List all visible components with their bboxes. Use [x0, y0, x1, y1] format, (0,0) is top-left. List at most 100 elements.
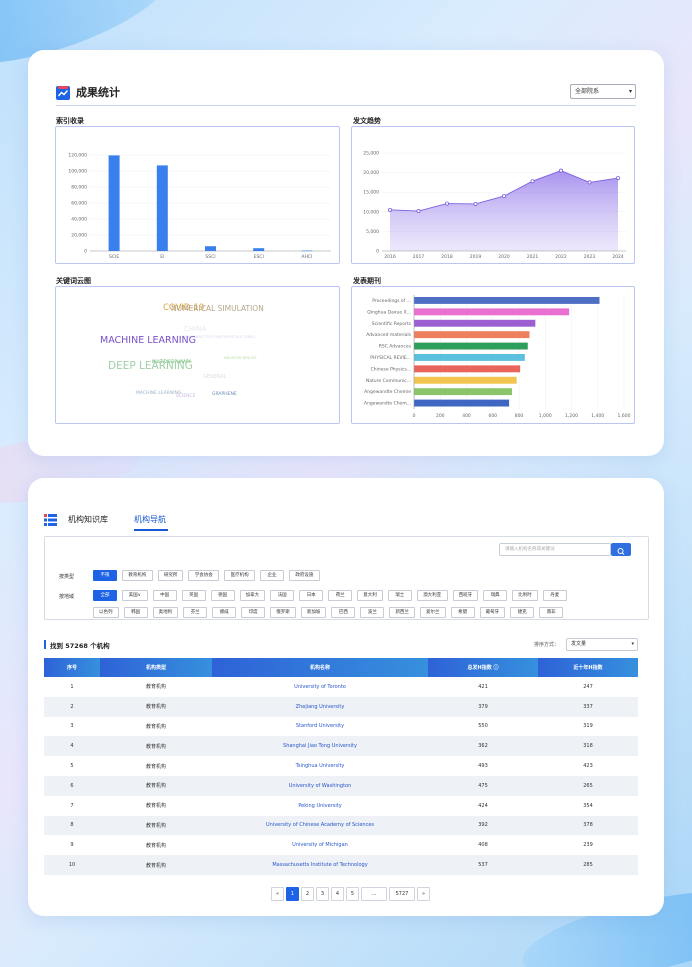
filter-chip[interactable]: 比利时 [512, 590, 538, 601]
sort-select[interactable]: 发文量 ▾ [566, 638, 638, 651]
tab-knowledge-base[interactable]: 机构知识库 [68, 515, 108, 524]
y-tick-label: 0 [84, 249, 87, 255]
bar-ahci [301, 250, 313, 252]
y-tick-label: 25,000 [363, 151, 379, 157]
filter-chip[interactable]: 澳大利亚 [416, 590, 448, 601]
filter-chip[interactable]: 葡萄牙 [479, 607, 506, 618]
cloud-word: NEUROSCIENCES [224, 355, 257, 360]
institution-name[interactable]: Zhejiang University [212, 696, 428, 717]
filter-chip[interactable]: 医疗机构 [224, 570, 255, 581]
filter-chip[interactable]: 德国 [210, 590, 235, 601]
filter-chip[interactable]: 教育机构 [122, 570, 153, 581]
x-tick-label: 400 [462, 413, 471, 419]
trend-area [390, 170, 618, 251]
institution-name[interactable]: University of Toronto [294, 683, 346, 690]
filter-chip[interactable]: 希腊 [450, 607, 475, 618]
filter-chip[interactable]: 新西兰 [389, 607, 415, 618]
filter-chip[interactable]: 巴西 [331, 607, 356, 618]
page-button[interactable]: 5 [346, 887, 359, 901]
filter-chip[interactable]: 印度 [241, 607, 266, 618]
search-input[interactable]: 请输入机构名称或关键词 [499, 543, 611, 556]
filter-chip[interactable]: 英国 [181, 590, 206, 601]
filter-chip[interactable]: 奥地利 [152, 607, 179, 618]
filter-chip[interactable]: 荷兰 [328, 590, 353, 601]
filter-chip[interactable]: 南非 [539, 607, 564, 618]
y-tick-label: Advanced materials [366, 332, 411, 338]
institution-name[interactable]: Peking University [298, 802, 342, 809]
filter-chip[interactable]: 研究所 [157, 570, 184, 581]
institution-card: 机构知识库 机构导航 请输入机构名称或关键词 按类型 不限 教育机构 研究所 学会协会… [28, 478, 664, 916]
x-tick-label: 1,600 [618, 413, 631, 419]
x-tick-label: 0 [413, 413, 416, 419]
filter-chip[interactable]: 中国 [152, 590, 177, 601]
institution-name[interactable]: Shanghai Jiao Tong University [212, 736, 428, 757]
next-page-button[interactable]: » [417, 887, 430, 901]
page-button[interactable]: 1 [286, 887, 299, 901]
recent-h-index: 247 [583, 683, 593, 690]
row-index: 5 [70, 763, 74, 770]
result-bar: 找到 57268 个机构 排序方式： 发文量 ▾ [44, 638, 649, 652]
column-header[interactable]: 序号 [44, 658, 100, 677]
filter-chip[interactable]: 瑞典 [483, 590, 508, 601]
page-title: 成果统计 [76, 86, 120, 99]
chevron-down-icon: ▾ [628, 88, 632, 95]
total-h-index: 392 [428, 815, 538, 836]
column-header[interactable]: 机构类型 [100, 658, 212, 677]
filter-chip[interactable]: 瑞士 [387, 590, 412, 601]
filter-chip[interactable]: 新加坡 [300, 607, 327, 618]
filter-chip[interactable]: 全部 [93, 590, 117, 601]
filter-chip[interactable]: 意大利 [357, 590, 383, 601]
y-tick-label: Angewandte Chemie [364, 389, 411, 395]
filter-chip[interactable]: 丹麦 [542, 590, 567, 601]
x-tick-label: 2018 [441, 254, 453, 260]
journal-bar [414, 354, 525, 361]
result-accent [44, 640, 46, 649]
column-header[interactable]: 总发H指数 ⓘ [428, 658, 538, 677]
filter-chip[interactable]: 法国 [270, 590, 295, 601]
filter-chip[interactable]: 企业 [260, 570, 284, 581]
institution-name[interactable]: Stanford University [295, 723, 345, 730]
search-button[interactable] [611, 543, 631, 556]
filter-chip[interactable]: 不限 [93, 570, 117, 581]
trend-point [558, 168, 563, 173]
journal-bar [414, 365, 521, 373]
institution-type: 教育机构 [145, 684, 166, 691]
page-button[interactable]: 2 [301, 887, 314, 901]
filter-chip[interactable]: 学会协会 [188, 570, 220, 581]
filter-chip[interactable]: 韩国 [123, 607, 148, 618]
column-header[interactable]: 机构名称 [212, 658, 428, 677]
filter-chip[interactable]: 政府设施 [289, 570, 320, 581]
column-header[interactable]: 近十年H指数 [538, 658, 638, 677]
institution-name[interactable]: University of Michigan [292, 842, 348, 849]
filter-chip[interactable]: 芬兰 [183, 607, 208, 618]
college-select[interactable]: 全部院系 ▾ [570, 84, 636, 99]
tab-institution-nav[interactable]: 机构导航 [134, 515, 166, 524]
filter-chip[interactable]: 捷克 [510, 607, 535, 618]
filter-chip[interactable]: 波兰 [360, 607, 385, 618]
filter-chip[interactable]: 西班牙 [452, 590, 479, 601]
filter-chip[interactable]: 以色列 [93, 607, 119, 618]
filter-chip[interactable]: 挪威 [212, 607, 237, 618]
index-chart-panel: 0 20,000 40,000 60,000 80,000 100,000 120,000 S… [55, 126, 340, 264]
filter-chip[interactable]: 加拿大 [239, 590, 266, 601]
x-tick-label: 200 [436, 413, 445, 419]
page-button[interactable]: 3 [316, 887, 329, 901]
institution-type: 教育机构 [100, 696, 212, 717]
x-tick-label: ESCI [254, 254, 264, 260]
institution-name[interactable]: Tsinghua University [295, 763, 345, 770]
page-button[interactable]: 5727 [389, 887, 415, 901]
institution-name[interactable]: University of Chinese Academy of Science… [212, 815, 428, 836]
prev-page-button[interactable]: « [271, 887, 284, 901]
filter-chip[interactable]: 爱尔兰 [420, 607, 446, 618]
filter-chip[interactable]: 日本 [299, 590, 324, 601]
filter-chip[interactable]: 俄罗斯 [270, 607, 296, 618]
institution-name[interactable]: Massachusetts Institute of Technology [212, 855, 428, 875]
institution-table: 序号 机构类型 机构名称 总发H指数 ⓘ 近十年H指数 1 教育机构 Univers… [44, 658, 638, 875]
x-tick-label: 2020 [498, 254, 510, 260]
filter-chip[interactable]: 美国∨ [122, 590, 148, 601]
institution-name[interactable]: University of Washington [212, 775, 428, 796]
page-button[interactable]: 4 [331, 887, 344, 901]
total-h-index: 408 [478, 842, 488, 849]
institution-type: 教育机构 [100, 855, 212, 875]
total-h-index: 362 [428, 736, 538, 757]
